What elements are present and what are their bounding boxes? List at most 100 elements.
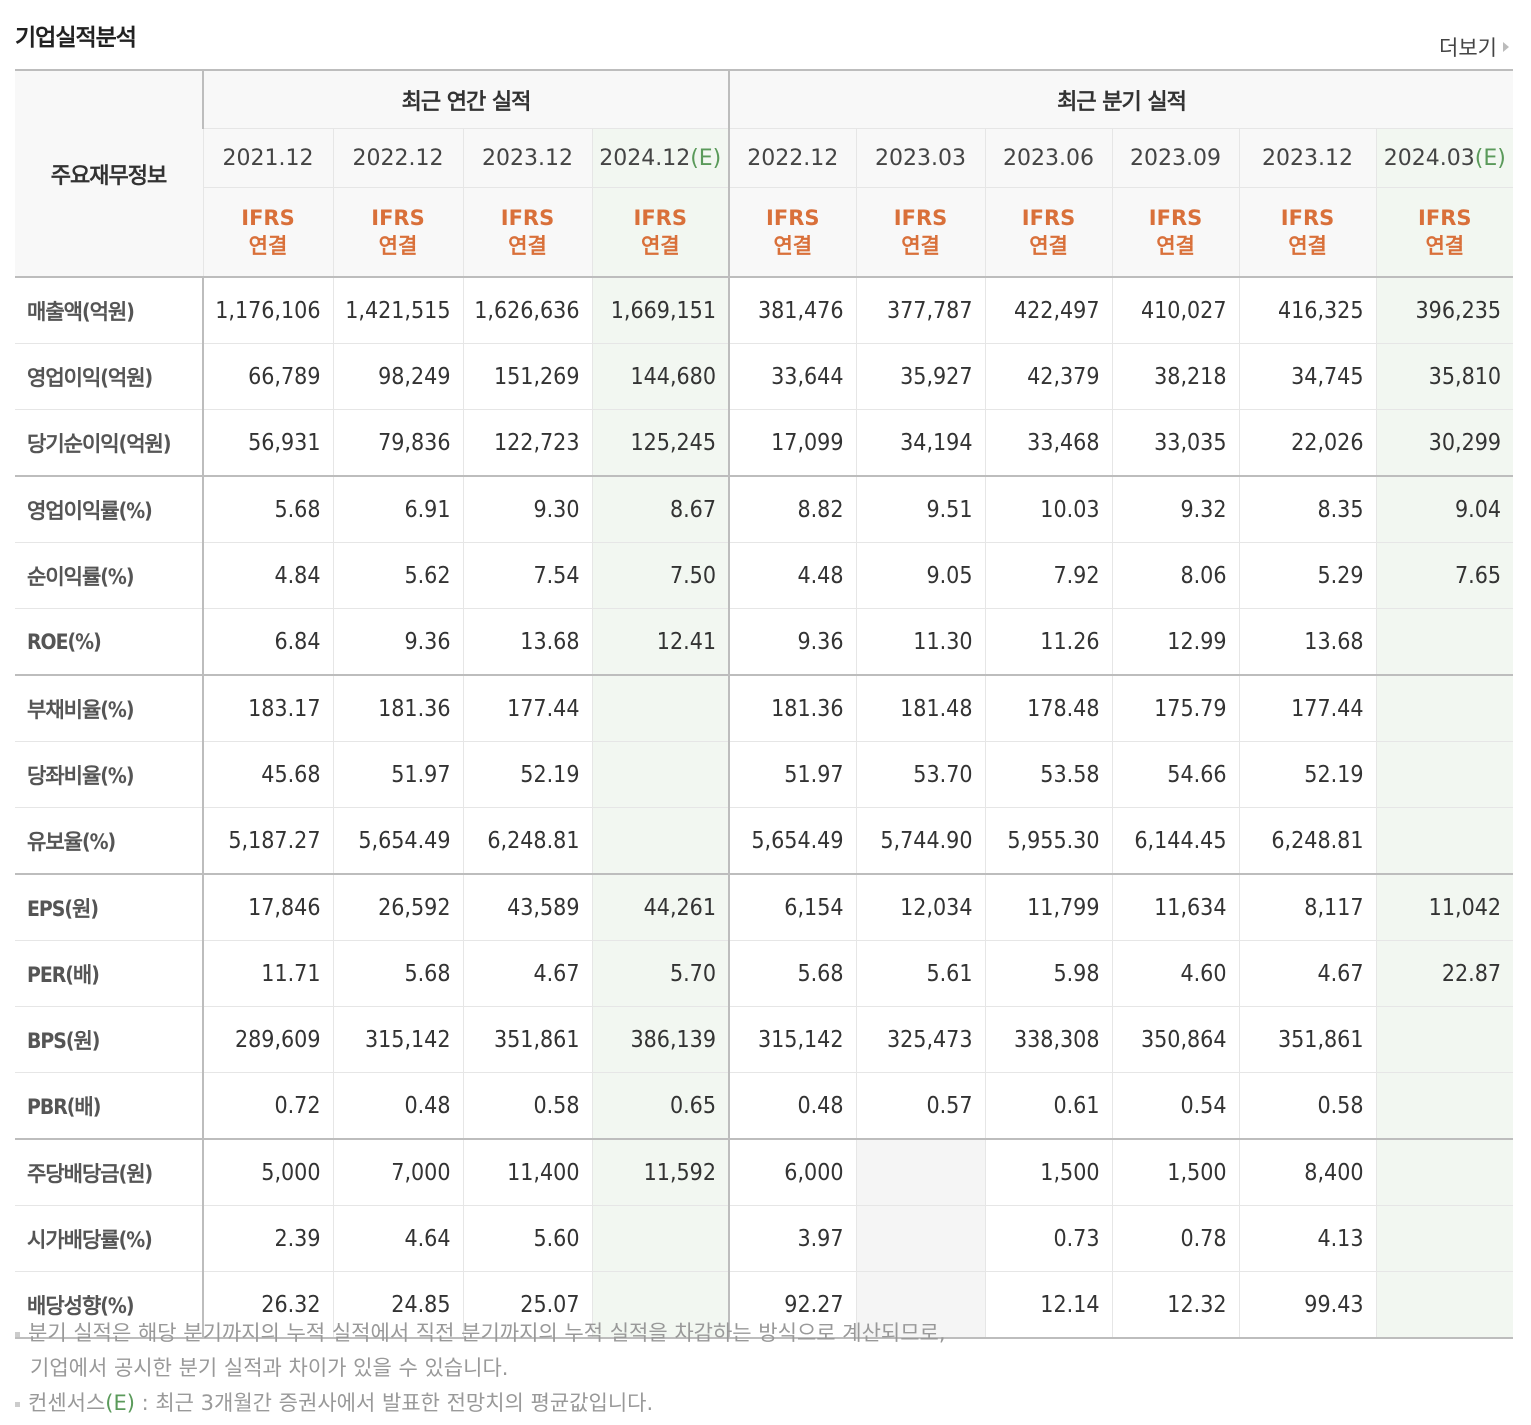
value-cell: 325,473	[855, 1006, 986, 1073]
standard-ifrs: IFRS	[1148, 206, 1203, 230]
value-cell: 38,218	[1111, 343, 1240, 410]
footnotes: 분기 실적은 해당 분기까지의 누적 실적에서 직전 분기까지의 누적 실적을 …	[15, 1316, 946, 1421]
value-cell: 7,000	[332, 1139, 463, 1206]
value-cell: 6,248.81	[462, 807, 592, 875]
value-cell: 33,644	[728, 343, 857, 410]
value-cell: 0.72	[202, 1072, 333, 1140]
value-cell: 9.32	[1111, 476, 1240, 543]
value-cell: 53.58	[984, 741, 1113, 808]
standard-consolidated: 연결	[508, 234, 547, 258]
value-cell: 5.70	[591, 940, 730, 1007]
value-cell: 338,308	[984, 1006, 1113, 1073]
period-header: 2022.12	[728, 128, 857, 188]
value-cell: 99.43	[1238, 1271, 1377, 1339]
value-cell: 181.48	[855, 675, 986, 742]
value-cell: 17,846	[202, 874, 333, 941]
table-row: 시가배당률(%) 2.39 4.64 5.60 3.97 0.73 0.78 4.13	[15, 1205, 1514, 1272]
value-cell: 8,400	[1238, 1139, 1377, 1206]
period-header: 2023.09	[1111, 128, 1240, 188]
value-cell: 8.35	[1238, 476, 1377, 543]
value-cell: 5.29	[1238, 542, 1377, 609]
value-cell: 5,187.27	[202, 807, 333, 875]
value-cell: 1,500	[984, 1139, 1113, 1206]
standard-ifrs: IFRS	[893, 206, 948, 230]
table-row: 주당배당금(원) 5,000 7,000 11,400 11,592 6,000 1,500…	[15, 1139, 1514, 1206]
value-cell: 6,248.81	[1238, 807, 1377, 875]
value-cell: 6,144.45	[1111, 807, 1240, 875]
value-cell: 26,592	[332, 874, 463, 941]
value-cell: 1,421,515	[332, 277, 463, 344]
accounting-standard: IFRS 연결	[1375, 187, 1514, 278]
standard-consolidated: 연결	[773, 234, 813, 258]
value-cell: 51.97	[332, 741, 463, 808]
value-cell: 13.68	[462, 608, 592, 676]
period-date: 2023.12	[482, 145, 573, 171]
standard-ifrs: IFRS	[766, 206, 820, 230]
value-cell: 12.14	[984, 1271, 1113, 1339]
value-cell: 35,927	[855, 343, 986, 410]
value-cell: 183.17	[202, 675, 333, 742]
accounting-standard: IFRS 연결	[984, 187, 1113, 278]
table-row: 매출액(억원) 1,176,106 1,421,515 1,626,636 1,669,…	[15, 277, 1514, 344]
period-date: 2021.12	[222, 145, 314, 171]
value-cell: 5,654.49	[332, 807, 463, 875]
row-label: 매출액(억원)	[15, 277, 204, 344]
table-row: 당좌비율(%) 45.68 51.97 52.19 51.97 53.70 53.58 54.…	[15, 741, 1514, 808]
value-cell: 0.48	[332, 1072, 463, 1140]
value-cell: 5.62	[332, 542, 463, 609]
annual-group-header: 최근 연간 실적	[201, 69, 730, 129]
value-cell: 6,000	[728, 1139, 857, 1206]
value-cell: 4.67	[462, 940, 592, 1007]
value-cell: 151,269	[462, 343, 592, 410]
standard-ifrs: IFRS	[371, 206, 425, 230]
value-cell: 350,864	[1111, 1006, 1240, 1073]
financial-summary-table: 주요재무정보 최근 연간 실적 최근 분기 실적 2021.12 2022.12 2…	[15, 69, 1514, 1339]
value-cell: 56,931	[202, 409, 333, 477]
accounting-standard: IFRS 연결	[1238, 187, 1377, 278]
value-cell	[855, 1139, 986, 1206]
value-cell: 34,194	[855, 409, 986, 477]
standard-consolidated: 연결	[901, 234, 940, 258]
row-label: 부채비율(%)	[15, 675, 204, 742]
value-cell: 5.68	[332, 940, 463, 1007]
value-cell: 351,861	[1238, 1006, 1377, 1073]
value-cell	[1375, 1205, 1514, 1272]
value-cell: 125,245	[591, 409, 730, 477]
value-cell: 8.82	[728, 476, 857, 543]
value-cell: 181.36	[728, 675, 857, 742]
value-cell: 24.85	[332, 1271, 463, 1339]
more-link[interactable]: 더보기	[1439, 32, 1509, 62]
value-cell	[855, 1205, 986, 1272]
value-cell: 5,955.30	[984, 807, 1113, 875]
standard-consolidated: 연결	[1425, 234, 1465, 258]
value-cell: 5,654.49	[728, 807, 857, 875]
value-cell: 30,299	[1375, 409, 1514, 477]
period-header: 2023.03	[855, 128, 986, 188]
value-cell: 386,139	[591, 1006, 730, 1073]
accounting-standard: IFRS 연결	[855, 187, 986, 278]
value-cell: 6,154	[728, 874, 857, 941]
period-date: 2023.09	[1130, 145, 1221, 171]
value-cell: 8,117	[1238, 874, 1377, 941]
value-cell: 422,497	[984, 277, 1113, 344]
value-cell: 9.36	[332, 608, 463, 676]
table-row: 영업이익률(%) 5.68 6.91 9.30 8.67 8.82 9.51 10.03 9.3…	[15, 476, 1514, 543]
period-date: 2023.06	[1003, 145, 1094, 171]
value-cell: 11,592	[591, 1139, 730, 1206]
value-cell: 0.58	[462, 1072, 592, 1140]
table-row: 영업이익(억원) 66,789 98,249 151,269 144,680 33,644…	[15, 343, 1514, 410]
value-cell: 177.44	[1238, 675, 1377, 742]
standard-consolidated: 연결	[1029, 234, 1068, 258]
value-cell: 98,249	[332, 343, 463, 410]
accounting-standard: IFRS 연결	[728, 187, 857, 278]
value-cell: 144,680	[591, 343, 730, 410]
footnote-consensus: 컨센서스(E) : 최근 3개월간 증권사에서 발표한 전망치의 평균값입니다.	[15, 1386, 946, 1421]
value-cell: 1,626,636	[462, 277, 592, 344]
value-cell	[591, 741, 730, 808]
value-cell	[1375, 675, 1514, 742]
period-date: 2022.12	[747, 145, 839, 171]
arrow-right-icon	[1503, 42, 1509, 52]
bullet-icon	[15, 1331, 20, 1337]
value-cell: 4.60	[1111, 940, 1240, 1007]
row-label: 당기순이익(억원)	[15, 409, 204, 477]
